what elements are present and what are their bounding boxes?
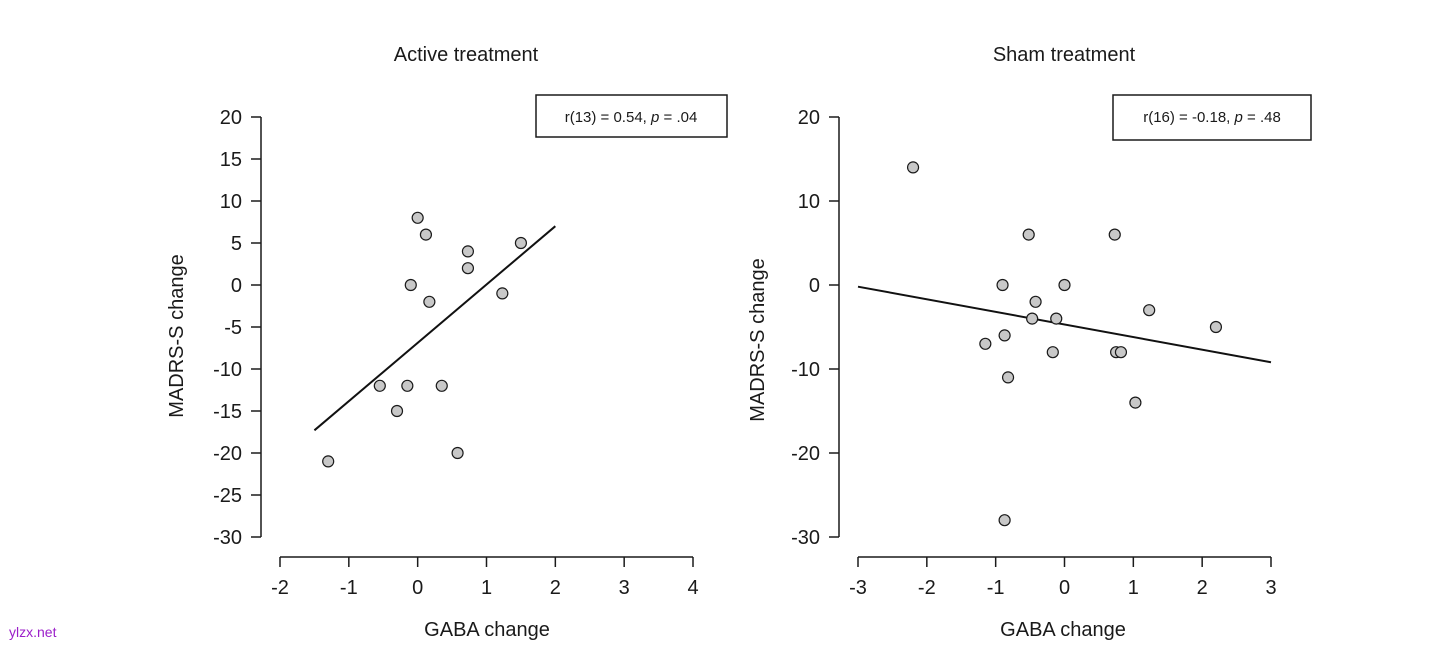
data-point bbox=[1058, 278, 1071, 292]
data-point bbox=[1026, 312, 1039, 325]
y-tick-label: -15 bbox=[213, 401, 242, 423]
y-tick-label: 0 bbox=[231, 275, 242, 297]
y-axis-label: MADRS-S change bbox=[747, 258, 769, 421]
data-point bbox=[998, 514, 1011, 527]
x-tick-label: -3 bbox=[849, 577, 867, 599]
stat-annotation: r(13) = 0.54, p = .04 bbox=[565, 109, 698, 126]
y-tick-label: -5 bbox=[224, 317, 242, 339]
data-point bbox=[496, 287, 509, 300]
y-tick-label: 20 bbox=[220, 107, 242, 129]
data-point bbox=[373, 379, 386, 392]
data-point bbox=[419, 228, 433, 241]
data-point bbox=[1108, 228, 1121, 241]
regression-line bbox=[313, 225, 556, 432]
x-tick-label: -2 bbox=[918, 577, 936, 599]
watermark: ylzx.net bbox=[9, 624, 57, 640]
x-tick-label: 3 bbox=[619, 577, 630, 599]
y-tick-label: -30 bbox=[213, 527, 242, 549]
data-point bbox=[1209, 320, 1223, 334]
y-tick-label: -20 bbox=[791, 443, 820, 465]
stat-suffix: = .04 bbox=[659, 109, 697, 126]
x-tick-label: 2 bbox=[550, 577, 561, 599]
y-tick-label: 20 bbox=[798, 107, 820, 129]
stat-prefix: r(13) = 0.54, bbox=[565, 109, 651, 126]
data-point bbox=[451, 446, 464, 460]
x-tick-label: 2 bbox=[1197, 577, 1208, 599]
stat-suffix: = .48 bbox=[1243, 109, 1281, 126]
chart-title: Sham treatment bbox=[993, 44, 1136, 66]
data-point bbox=[423, 295, 436, 308]
data-point bbox=[461, 262, 475, 275]
data-point bbox=[1129, 396, 1142, 409]
y-tick-label: -10 bbox=[791, 359, 820, 381]
x-tick-label: 4 bbox=[687, 577, 698, 599]
x-axis-label: GABA change bbox=[424, 619, 550, 641]
data-point bbox=[1046, 346, 1059, 359]
stat-p: p bbox=[650, 109, 659, 126]
y-tick-label: 15 bbox=[220, 149, 242, 171]
x-tick-label: 1 bbox=[1128, 577, 1139, 599]
y-tick-label: 10 bbox=[798, 191, 820, 213]
x-tick-label: -1 bbox=[987, 577, 1005, 599]
x-tick-label: -1 bbox=[340, 577, 358, 599]
data-point bbox=[1001, 371, 1015, 384]
regression-line bbox=[857, 285, 1272, 364]
y-tick-label: -20 bbox=[213, 443, 242, 465]
data-point bbox=[1143, 304, 1156, 317]
data-point bbox=[979, 337, 992, 350]
y-tick-label: 0 bbox=[809, 275, 820, 297]
data-point bbox=[322, 455, 335, 468]
data-point bbox=[1050, 312, 1063, 325]
x-axis-label: GABA change bbox=[1000, 619, 1126, 641]
data-point bbox=[401, 379, 414, 392]
data-point bbox=[1114, 346, 1128, 359]
y-tick-label: 5 bbox=[231, 233, 242, 255]
data-point bbox=[1029, 295, 1042, 308]
x-tick-label: 0 bbox=[412, 577, 423, 599]
data-point bbox=[461, 245, 475, 258]
active-treatment-panel: Active treatment MADRS-S change GABA cha… bbox=[166, 44, 728, 641]
y-tick-label: -30 bbox=[791, 527, 820, 549]
y-tick-label: 10 bbox=[220, 191, 242, 213]
data-point bbox=[390, 404, 404, 418]
stat-box: r(13) = 0.54, p = .04 bbox=[535, 94, 728, 138]
x-tick-label: -2 bbox=[271, 577, 289, 599]
chart-title: Active treatment bbox=[394, 44, 539, 66]
stat-prefix: r(16) = -0.18, bbox=[1143, 109, 1234, 126]
stat-p: p bbox=[1234, 109, 1243, 126]
y-axis-label: MADRS-S change bbox=[166, 254, 188, 417]
data-point bbox=[404, 278, 417, 292]
sham-treatment-panel: Sham treatment MADRS-S change GABA chang… bbox=[747, 44, 1312, 641]
data-point bbox=[411, 211, 424, 224]
x-tick-label: 3 bbox=[1265, 577, 1276, 599]
x-tick-label: 0 bbox=[1059, 577, 1070, 599]
data-point bbox=[996, 278, 1009, 292]
data-point bbox=[906, 161, 920, 174]
y-tick-label: -25 bbox=[213, 485, 242, 507]
data-point bbox=[1022, 228, 1035, 241]
data-point bbox=[998, 329, 1011, 342]
x-tick-label: 1 bbox=[481, 577, 492, 599]
data-point bbox=[514, 236, 528, 250]
y-tick-label: -10 bbox=[213, 359, 242, 381]
stat-box: r(16) = -0.18, p = .48 bbox=[1112, 94, 1312, 141]
data-point bbox=[435, 379, 448, 392]
stat-annotation: r(16) = -0.18, p = .48 bbox=[1143, 109, 1281, 126]
